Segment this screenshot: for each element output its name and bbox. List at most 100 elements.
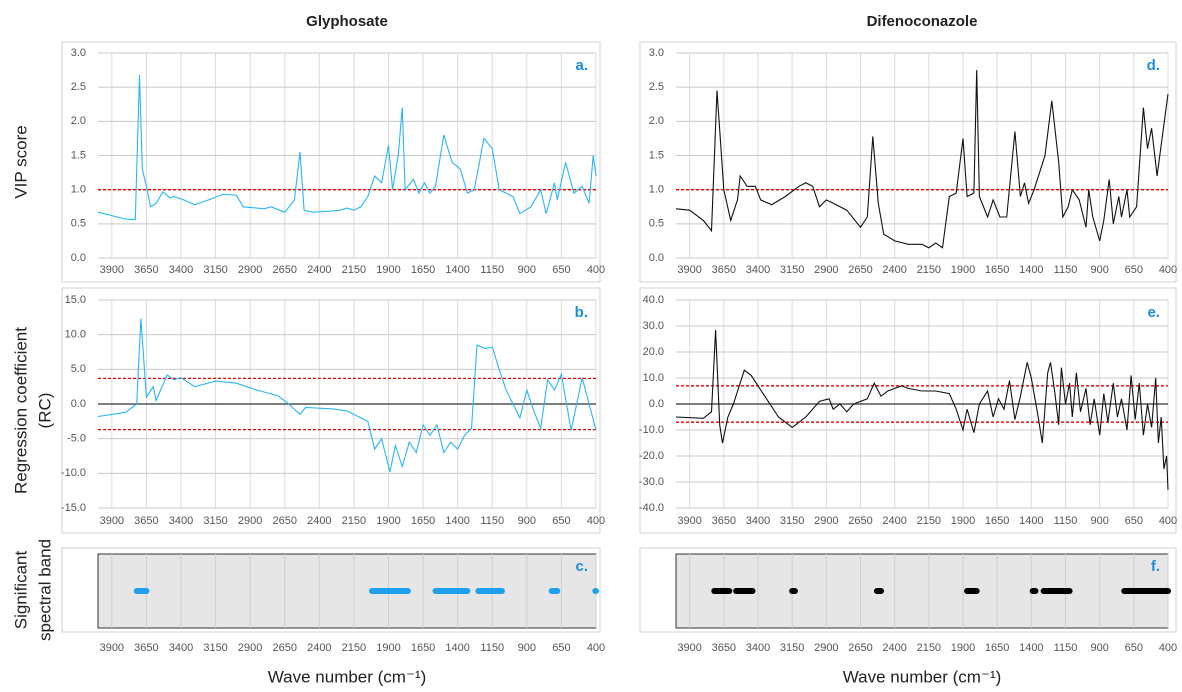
y-axis-title: (RC)	[35, 393, 54, 429]
panel-label: a.	[575, 57, 588, 74]
x-tick-label: 2400	[307, 264, 331, 276]
x-tick-label: 900	[518, 515, 536, 527]
chart-frame	[639, 547, 1177, 633]
y-tick-label: 2.5	[649, 81, 664, 93]
y-tick-label: 10.0	[643, 372, 664, 384]
chart-frame	[61, 287, 601, 534]
x-tick-label: 3650	[134, 264, 158, 276]
x-tick-label: 650	[1125, 264, 1143, 276]
y-tick-label: 0.5	[649, 218, 664, 230]
x-tick-label: 900	[1090, 515, 1108, 527]
x-tick-label: 650	[552, 264, 570, 276]
x-tick-label: 1650	[411, 642, 435, 654]
x-tick-label: 3900	[677, 515, 701, 527]
x-tick-label: 2400	[307, 515, 331, 527]
x-tick-label: 1900	[376, 515, 400, 527]
chart-frame	[61, 41, 601, 283]
y-tick-label: 30.0	[643, 320, 664, 332]
x-tick-label: 400	[1159, 264, 1177, 276]
y-tick-label: 0.5	[71, 218, 86, 230]
chart-frame	[61, 547, 601, 633]
x-tick-label: 650	[1125, 515, 1143, 527]
x-tick-label: 3150	[780, 515, 804, 527]
y-tick-label: 2.5	[71, 81, 86, 93]
x-tick-label: 1400	[445, 515, 469, 527]
y-tick-label: 0.0	[71, 398, 86, 410]
x-tick-label: 3400	[746, 515, 770, 527]
x-tick-label: 3400	[169, 642, 193, 654]
x-tick-label: 1650	[985, 515, 1009, 527]
panel-label: b.	[575, 304, 588, 321]
x-tick-label: 3650	[712, 264, 736, 276]
x-tick-label: 2150	[342, 264, 366, 276]
x-tick-label: 1650	[411, 264, 435, 276]
y-tick-label: 1.5	[649, 149, 664, 161]
x-tick-label: 1150	[480, 515, 504, 527]
x-tick-label: 3900	[100, 642, 124, 654]
x-tick-label: 3150	[780, 642, 804, 654]
x-axis-title: Wave number (cm⁻¹)	[843, 667, 1002, 686]
x-tick-label: 3650	[712, 515, 736, 527]
y-tick-label: -20.0	[639, 450, 664, 462]
y-tick-label: -30.0	[639, 476, 664, 488]
y-axis-title: Regression coefficient	[11, 327, 30, 494]
x-tick-label: 1400	[445, 642, 469, 654]
y-tick-label: -40.0	[639, 502, 664, 514]
x-tick-label: 2650	[273, 515, 297, 527]
x-tick-label: 1400	[1019, 264, 1043, 276]
y-axis-title: Significant	[11, 551, 30, 630]
y-tick-label: 2.0	[649, 115, 664, 127]
x-tick-label: 3900	[100, 515, 124, 527]
y-tick-label: 10.0	[65, 329, 86, 341]
y-tick-label: -15.0	[61, 502, 86, 514]
x-tick-label: 2400	[882, 515, 906, 527]
y-tick-label: 0.0	[71, 252, 86, 264]
x-tick-label: 650	[552, 642, 570, 654]
y-tick-label: 20.0	[643, 346, 664, 358]
plot-background	[97, 553, 597, 629]
y-tick-label: 1.0	[649, 184, 664, 196]
x-tick-label: 1150	[1054, 642, 1078, 654]
panel-label: e.	[1147, 304, 1160, 321]
x-tick-label: 1150	[480, 264, 504, 276]
x-tick-label: 2650	[848, 264, 872, 276]
x-tick-label: 400	[1159, 642, 1177, 654]
data-line	[97, 74, 597, 221]
x-tick-label: 3900	[677, 642, 701, 654]
x-tick-label: 3400	[746, 642, 770, 654]
x-tick-label: 1900	[951, 515, 975, 527]
x-tick-label: 2900	[238, 642, 262, 654]
y-axis-title: VIP score	[11, 125, 30, 198]
chart-frame	[639, 287, 1177, 534]
x-tick-label: 400	[587, 515, 605, 527]
x-tick-label: 1150	[1054, 515, 1078, 527]
y-axis-title: spectral band	[35, 539, 54, 641]
x-tick-label: 1400	[1019, 515, 1043, 527]
x-tick-label: 2150	[917, 515, 941, 527]
x-tick-label: 2150	[917, 264, 941, 276]
data-line	[675, 70, 1169, 249]
x-tick-label: 400	[587, 642, 605, 654]
y-tick-label: 15.0	[65, 294, 86, 306]
x-tick-label: 3650	[134, 642, 158, 654]
chart-title: Difenoconazole	[867, 13, 978, 30]
x-tick-label: 2400	[882, 642, 906, 654]
x-tick-label: 2650	[273, 264, 297, 276]
x-tick-label: 3400	[746, 264, 770, 276]
y-tick-label: 0.0	[649, 398, 664, 410]
y-tick-label: -5.0	[67, 433, 86, 445]
x-tick-label: 1900	[951, 264, 975, 276]
x-tick-label: 1400	[1019, 642, 1043, 654]
panel-label: d.	[1147, 57, 1160, 74]
x-tick-label: 1900	[376, 264, 400, 276]
data-line	[97, 318, 597, 473]
y-tick-label: 3.0	[649, 47, 664, 59]
x-tick-label: 900	[1090, 642, 1108, 654]
x-tick-label: 2150	[342, 515, 366, 527]
y-tick-label: 1.0	[71, 184, 86, 196]
x-tick-label: 2150	[917, 642, 941, 654]
y-tick-label: 5.0	[71, 363, 86, 375]
x-tick-label: 3150	[203, 515, 227, 527]
y-tick-label: 40.0	[643, 294, 664, 306]
